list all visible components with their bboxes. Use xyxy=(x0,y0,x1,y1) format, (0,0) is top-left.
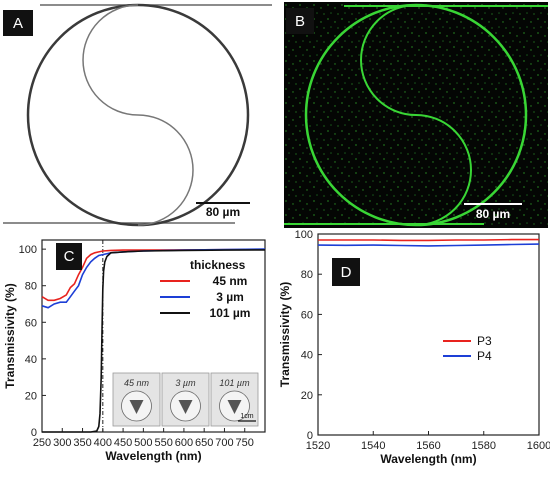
chart-d: 1520 1540 1560 1580 1600 0 20 40 60 80 100 Waveleng… xyxy=(278,229,550,466)
x-tick-label: 750 xyxy=(236,437,254,449)
logo-emblem xyxy=(129,400,144,414)
x-tick-label: 550 xyxy=(154,437,172,449)
series-line-0 xyxy=(41,248,266,302)
y-tick-label: 40 xyxy=(25,354,37,366)
y-axis-label: Transmissivity (%) xyxy=(3,283,17,388)
x-tick-label: 1560 xyxy=(416,440,440,452)
panel-d: 1520 1540 1560 1580 1600 0 20 40 60 80 100 Waveleng… xyxy=(275,228,550,481)
y-tick-label: 80 xyxy=(25,281,37,293)
series-line-1 xyxy=(317,243,540,247)
plot-frame xyxy=(41,239,266,433)
y-tick-label: 0 xyxy=(31,427,37,439)
y-tick-label: 40 xyxy=(301,350,313,362)
legend-label-2: 101 µm xyxy=(210,306,251,320)
x-tick-label: 1520 xyxy=(306,440,330,452)
y-tick-label: 0 xyxy=(307,430,313,442)
series-line-2 xyxy=(42,249,266,433)
x-axis-label: Wavelength (nm) xyxy=(380,452,476,466)
x-tick-label: 400 xyxy=(94,437,112,449)
s-curve-waveguide xyxy=(360,4,472,226)
legend-label-1: 3 µm xyxy=(216,290,244,304)
x-tick-label: 650 xyxy=(195,437,213,449)
y-tick-label: 100 xyxy=(19,244,37,256)
x-axis-label: Wavelength (nm) xyxy=(105,449,201,463)
legend-title: thickness xyxy=(190,258,246,272)
panel-label-d: D xyxy=(332,258,360,286)
panel-a-diagram: 80 µm xyxy=(3,3,272,227)
panel-b: 80 µm B xyxy=(284,2,548,228)
y-tick-label: 100 xyxy=(295,229,313,241)
s-curve-waveguide xyxy=(82,4,194,226)
inset-photo-label-0: 45 nm xyxy=(124,378,150,388)
panel-label-a: A xyxy=(3,10,33,36)
logo-emblem xyxy=(227,400,242,414)
legend-label-0: P3 xyxy=(477,334,492,348)
y-tick-label: 80 xyxy=(301,269,313,281)
x-tick-label: 1600 xyxy=(527,440,550,452)
y-tick-label: 20 xyxy=(301,390,313,402)
x-tick-label: 350 xyxy=(73,437,91,449)
panel-b-fluorescence-image: 80 µm xyxy=(284,2,548,228)
scale-bar-text: 80 µm xyxy=(206,205,240,219)
x-tick-label: 1580 xyxy=(472,440,496,452)
x-tick-label: 450 xyxy=(114,437,132,449)
y-tick-label: 20 xyxy=(25,390,37,402)
y-tick-label: 60 xyxy=(25,317,37,329)
x-tick-label: 250 xyxy=(33,437,51,449)
inset-photo-label-1: 3 µm xyxy=(175,378,196,388)
legend-label-0: 45 nm xyxy=(213,274,248,288)
logo-emblem xyxy=(178,400,193,414)
y-tick-label: 60 xyxy=(301,309,313,321)
inset-photo-label-2: 101 µm xyxy=(219,378,250,388)
x-tick-label: 300 xyxy=(53,437,71,449)
chart-c: 250 300 350 400 450 500 550 600 650 700 750 0 20 40 60… xyxy=(3,239,266,463)
x-tick-label: 700 xyxy=(215,437,233,449)
series-line-0 xyxy=(318,238,539,242)
inset-scale-text: 1cm xyxy=(240,413,253,420)
panel-a: 80 µm A xyxy=(0,0,275,228)
y-axis-label: Transmissivity (%) xyxy=(278,282,292,387)
panel-c: 250 300 350 400 450 500 550 600 650 700 750 0 20 40 60… xyxy=(0,228,275,481)
scale-bar-text: 80 µm xyxy=(476,207,510,221)
x-tick-label: 600 xyxy=(175,437,193,449)
panel-label-c: C xyxy=(56,243,82,270)
panel-label-b: B xyxy=(286,8,314,34)
x-tick-label: 500 xyxy=(134,437,152,449)
legend-label-1: P4 xyxy=(477,349,492,363)
inset-photos: 45 nm 3 µm 101 µm 1cm xyxy=(112,372,259,427)
x-tick-label: 1540 xyxy=(361,440,385,452)
